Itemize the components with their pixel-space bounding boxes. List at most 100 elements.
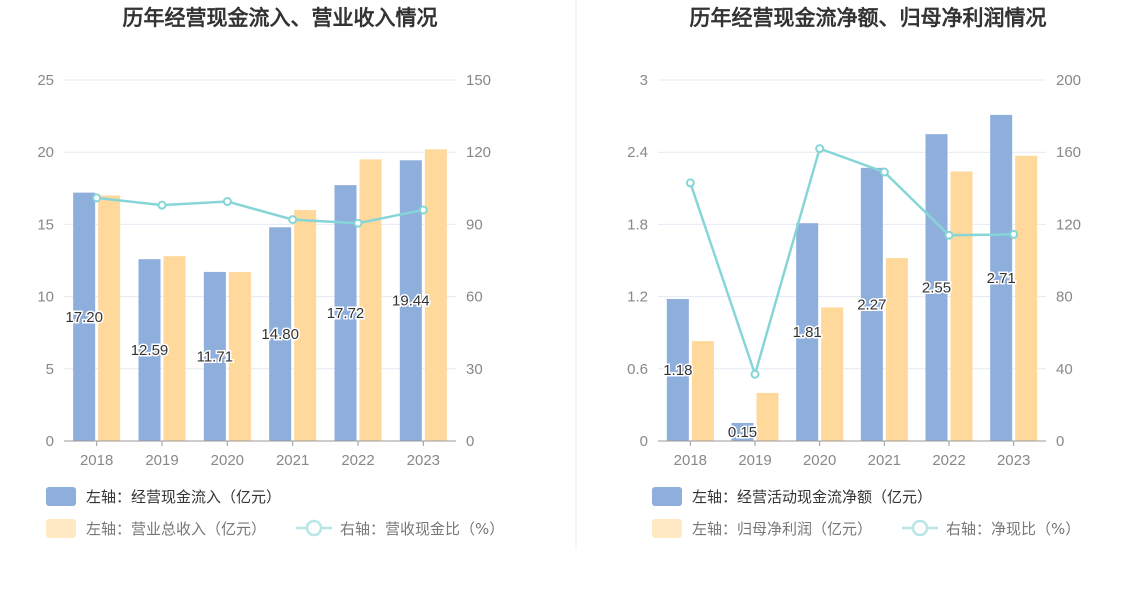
bar-value-label: 1.18 (663, 362, 692, 379)
y-right-tick-label: 60 (466, 289, 483, 306)
x-tick-label: 2018 (80, 452, 113, 469)
bar-primary-2020[interactable] (796, 223, 819, 441)
ratio-point-2020[interactable] (815, 144, 825, 154)
x-tick-label: 2023 (407, 452, 440, 469)
ratio-point-2020[interactable] (222, 197, 232, 207)
bars-secondary (691, 155, 1038, 441)
y-right-tick-label: 90 (466, 216, 483, 233)
bar-value-label: 1.81 (793, 324, 822, 341)
bar-secondary-2019[interactable] (163, 256, 186, 441)
y-right-tick-label: 40 (1056, 361, 1073, 378)
legend-item-line[interactable]: 右轴：净现比（%） (902, 519, 1080, 538)
x-tick-label: 2020 (211, 452, 244, 469)
bar-secondary-2021[interactable] (885, 258, 908, 441)
legend-label-primary: 左轴：经营活动现金流净额（亿元） (692, 488, 932, 506)
ratio-point-2023[interactable] (418, 205, 428, 215)
bar-primary-2018[interactable] (666, 299, 689, 441)
y-right-tick-label: 160 (1056, 144, 1081, 161)
bar-primary-2023[interactable] (990, 114, 1013, 441)
legend-label-line: 右轴：营收现金比（%） (340, 520, 504, 538)
ratio-point-2018[interactable] (92, 193, 102, 203)
gridlines (64, 79, 456, 370)
ratio-point-2022[interactable] (353, 218, 363, 228)
y-axis-right: 0 40 80 120 160 200 (1056, 72, 1081, 450)
bar-primary-2020[interactable] (203, 271, 226, 441)
y-left-tick-label: 20 (37, 144, 54, 161)
bar-secondary-2018[interactable] (691, 341, 714, 441)
legend-swatch-primary (46, 487, 76, 506)
legend-item-line[interactable]: 右轴：营收现金比（%） (296, 519, 504, 538)
y-right-tick-label: 0 (1056, 433, 1064, 450)
y-right-tick-label: 200 (1056, 72, 1081, 89)
legend-label-line: 右轴：净现比（%） (946, 520, 1080, 538)
gridlines (658, 79, 1046, 370)
ratio-point-2021[interactable] (288, 215, 298, 225)
legend-item-primary[interactable]: 左轴：经营活动现金流净额（亿元） (652, 487, 932, 506)
bar-primary-2022[interactable] (925, 134, 948, 441)
legend: 左轴：经营活动现金流净额（亿元） 左轴：归母净利润（亿元） 右轴：净现比（%） (652, 487, 1080, 538)
bar-secondary-2020[interactable] (228, 272, 251, 441)
x-tick-label: 2018 (674, 452, 707, 469)
bar-value-label: 17.20 (65, 309, 103, 326)
bar-secondary-2023[interactable] (424, 149, 447, 441)
bar-secondary-2018[interactable] (98, 195, 121, 441)
bar-secondary-2022[interactable] (950, 171, 973, 441)
bars-secondary (98, 149, 447, 442)
bar-value-label: 11.71 (197, 348, 233, 365)
y-axis-right: 0 30 60 90 120 150 (466, 72, 491, 450)
bar-value-label: 2.55 (922, 280, 951, 297)
bar-secondary-2020[interactable] (821, 307, 844, 441)
y-right-tick-label: 80 (1056, 289, 1073, 306)
x-tick-label: 2023 (997, 452, 1030, 469)
x-axis: 2018 2019 2020 2021 2022 2023 (64, 440, 456, 469)
ratio-point-2021[interactable] (879, 167, 889, 177)
x-tick-label: 2019 (145, 452, 178, 469)
x-tick-label: 2019 (738, 452, 771, 469)
bar-primary-2019[interactable] (138, 259, 161, 441)
legend-swatch-secondary (46, 519, 76, 538)
y-left-tick-label: 15 (37, 216, 54, 233)
ratio-point-2019[interactable] (750, 369, 760, 379)
chart-title: 历年经营现金流净额、归母净利润情况 (690, 6, 1047, 30)
y-left-tick-label: 2.4 (627, 144, 648, 161)
bar-primary-2018[interactable] (73, 192, 96, 441)
bars-primary (73, 160, 422, 441)
bar-value-label: 12.59 (131, 342, 169, 359)
legend-item-primary[interactable]: 左轴：经营现金流入（亿元） (46, 487, 281, 506)
bar-secondary-2022[interactable] (359, 159, 382, 442)
bar-secondary-2019[interactable] (756, 392, 779, 441)
y-axis-left: 0 5 10 15 20 25 (37, 72, 54, 450)
legend-item-secondary[interactable]: 左轴：归母净利润（亿元） (652, 519, 872, 538)
bars-primary (666, 114, 1013, 442)
legend-label-secondary: 左轴：归母净利润（亿元） (692, 520, 872, 538)
ratio-point-2018[interactable] (685, 178, 695, 188)
y-left-tick-label: 0.6 (627, 361, 648, 378)
y-right-tick-label: 0 (466, 433, 474, 450)
chart-title: 历年经营现金流入、营业收入情况 (123, 6, 438, 30)
bar-primary-2019[interactable] (731, 422, 754, 441)
y-left-tick-label: 1.8 (627, 216, 648, 233)
bar-primary-2021[interactable] (269, 227, 292, 441)
ratio-point-2022[interactable] (944, 230, 954, 240)
y-left-tick-label: 0 (640, 433, 648, 450)
bar-primary-2023[interactable] (399, 160, 422, 441)
y-right-tick-label: 30 (466, 361, 483, 378)
y-left-tick-label: 0 (46, 433, 54, 450)
legend-swatch-primary (652, 487, 682, 506)
legend: 左轴：经营现金流入（亿元） 左轴：营业总收入（亿元） 右轴：营收现金比（%） (46, 487, 504, 538)
ratio-point-2019[interactable] (157, 200, 167, 210)
legend-item-secondary[interactable]: 左轴：营业总收入（亿元） (46, 519, 266, 538)
bar-secondary-2021[interactable] (294, 209, 317, 441)
bar-primary-2022[interactable] (334, 185, 357, 441)
x-tick-label: 2021 (868, 452, 901, 469)
bar-primary-2021[interactable] (860, 167, 883, 442)
bar-secondary-2023[interactable] (1015, 155, 1038, 441)
ratio-polyline (96, 196, 424, 225)
y-left-tick-label: 3 (640, 72, 648, 89)
ratio-point-2023[interactable] (1009, 229, 1019, 239)
ratio-line (685, 144, 1019, 379)
ratio-polyline (689, 146, 1014, 379)
bar-value-label: 2.71 (987, 270, 1016, 287)
y-right-tick-label: 120 (1056, 216, 1081, 233)
legend-swatch-secondary (652, 519, 682, 538)
